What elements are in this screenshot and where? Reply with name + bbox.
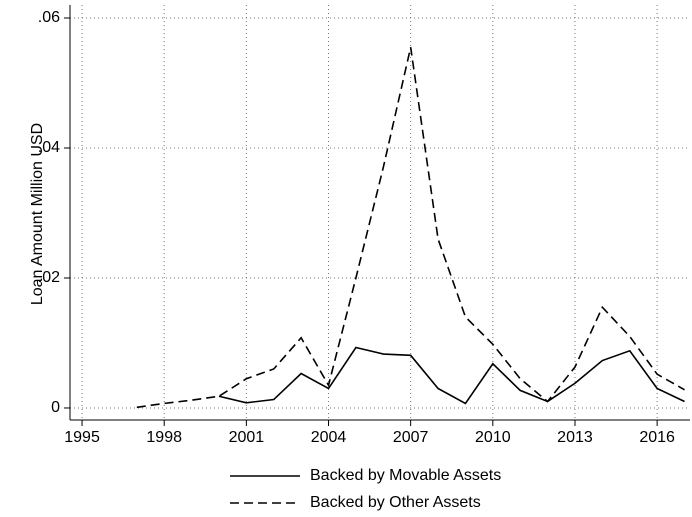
x-tick-label: 2013 (557, 429, 593, 446)
x-tick-label: 2004 (311, 429, 347, 446)
y-tick-label: .02 (38, 269, 60, 286)
x-tick-label: 2010 (475, 429, 511, 446)
y-tick-label: .04 (38, 139, 60, 156)
y-tick-label: 0 (51, 399, 60, 416)
legend-label: Backed by Movable Assets (310, 467, 501, 484)
y-axis-label: Loan Amount Million USD (29, 123, 46, 305)
y-tick-label: .06 (38, 9, 60, 26)
x-tick-label: 2001 (229, 429, 265, 446)
x-tick-label: 2016 (639, 429, 675, 446)
legend-label: Backed by Other Assets (310, 494, 481, 511)
line (136, 47, 685, 409)
x-tick-label: 1998 (146, 429, 182, 446)
line (218, 346, 685, 405)
x-tick-label: 1995 (64, 429, 100, 446)
x-tick-label: 2007 (393, 429, 429, 446)
